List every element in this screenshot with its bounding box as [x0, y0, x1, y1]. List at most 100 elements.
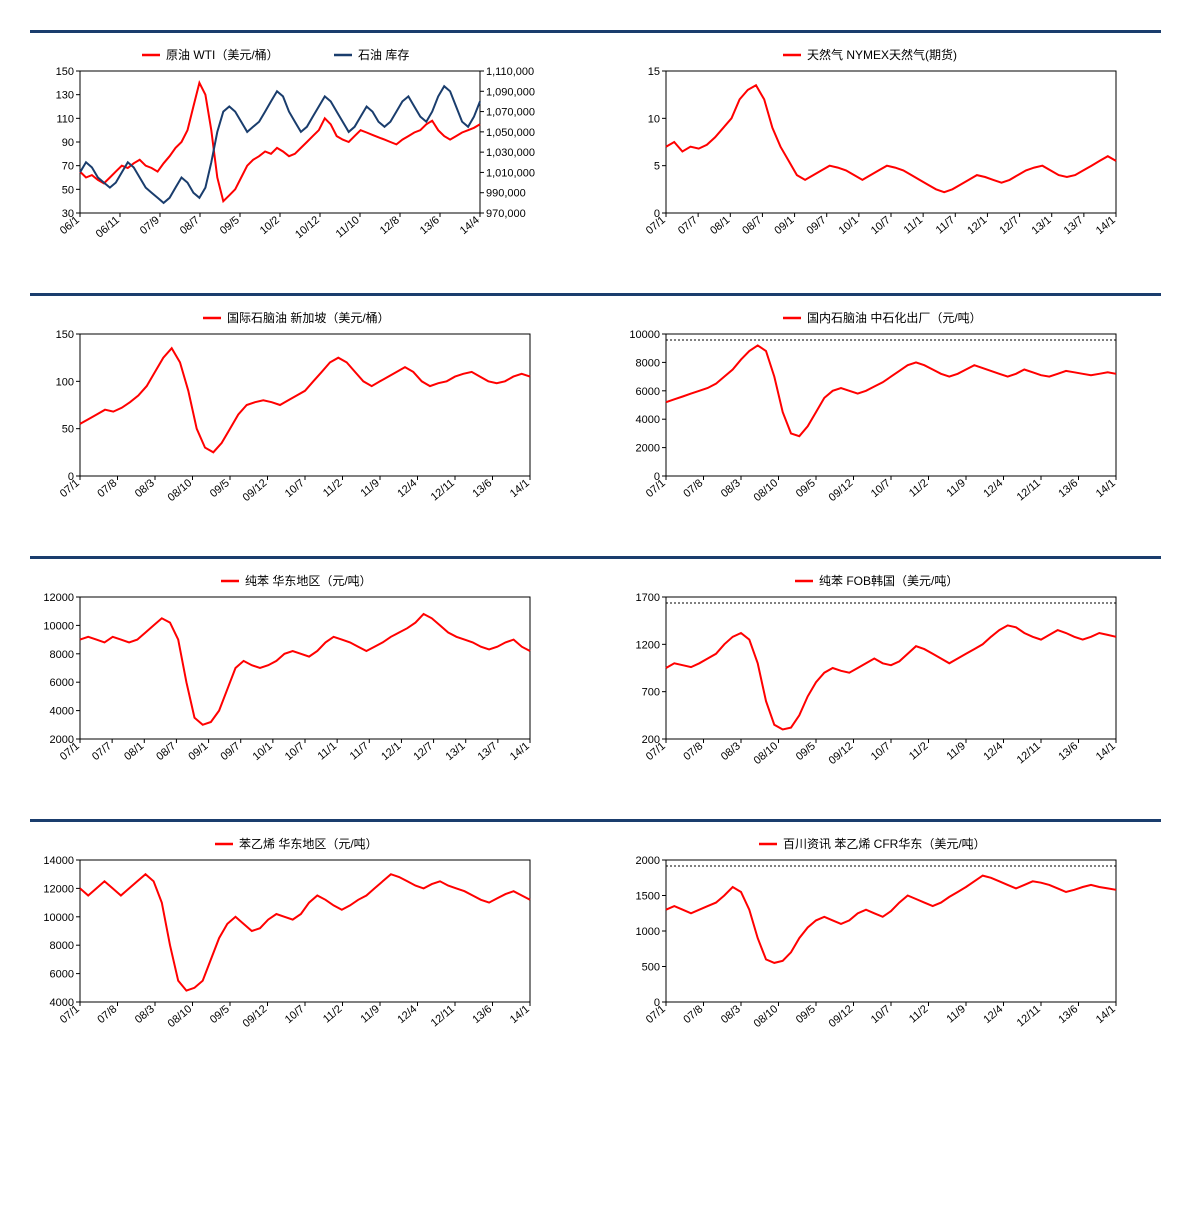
series-line [80, 614, 530, 725]
svg-text:07/7: 07/7 [90, 740, 114, 763]
svg-text:07/1: 07/1 [643, 1003, 667, 1026]
svg-text:90: 90 [62, 137, 74, 149]
svg-text:100: 100 [56, 376, 74, 388]
svg-text:8000: 8000 [50, 940, 74, 952]
svg-text:08/1: 08/1 [122, 740, 146, 763]
svg-text:07/1: 07/1 [643, 214, 667, 237]
chart-c5: 2000400060008000100001200007/107/708/108… [30, 569, 550, 779]
chart-box-c4: 020004000600080001000007/107/808/308/100… [616, 306, 1162, 516]
chart-section: 05010015007/107/808/308/1009/509/1210/71… [30, 293, 1161, 516]
svg-text:150: 150 [56, 329, 74, 341]
svg-text:07/1: 07/1 [58, 477, 82, 500]
chart-c2: 05101507/107/708/108/709/109/710/110/711… [616, 43, 1136, 253]
chart-box-c1: 30507090110130150970,000990,0001,010,000… [30, 43, 576, 253]
svg-text:08/10: 08/10 [166, 1003, 195, 1030]
series-line [80, 348, 530, 452]
chart-section: 30507090110130150970,000990,0001,010,000… [30, 30, 1161, 253]
svg-text:13/6: 13/6 [1056, 740, 1080, 763]
chart-box-c3: 05010015007/107/808/308/1009/509/1210/71… [30, 306, 576, 516]
chart-box-c2: 05101507/107/708/108/709/109/710/110/711… [616, 43, 1162, 253]
svg-text:09/12: 09/12 [241, 1003, 270, 1030]
svg-text:13/7: 13/7 [1061, 214, 1085, 237]
svg-text:14/4: 14/4 [458, 214, 482, 237]
svg-text:990,000: 990,000 [486, 188, 526, 200]
chart-c3: 05010015007/107/808/308/1009/509/1210/71… [30, 306, 550, 516]
legend-label: 国内石脑油 中石化出厂（元/吨） [807, 310, 982, 325]
svg-text:08/10: 08/10 [751, 477, 780, 504]
svg-text:10/1: 10/1 [836, 214, 860, 237]
series-line [666, 876, 1116, 963]
series-line [666, 625, 1116, 729]
svg-text:09/12: 09/12 [826, 477, 855, 504]
legend-label: 天然气 NYMEX天然气(期货) [807, 47, 957, 62]
svg-text:12000: 12000 [43, 883, 74, 895]
svg-text:8000: 8000 [50, 649, 74, 661]
svg-text:1,090,000: 1,090,000 [486, 86, 535, 98]
svg-text:12/4: 12/4 [981, 740, 1005, 763]
svg-text:12/11: 12/11 [1014, 1003, 1042, 1029]
svg-text:12/7: 12/7 [411, 740, 435, 763]
svg-text:2000: 2000 [635, 855, 659, 867]
svg-text:13/7: 13/7 [476, 740, 500, 763]
svg-text:14/1: 14/1 [508, 1003, 532, 1026]
chart-box-c5: 2000400060008000100001200007/107/708/108… [30, 569, 576, 779]
svg-text:11/9: 11/9 [944, 740, 967, 762]
svg-text:12/11: 12/11 [1014, 740, 1042, 766]
svg-text:07/9: 07/9 [138, 214, 162, 237]
svg-text:09/1: 09/1 [772, 214, 796, 237]
svg-text:10/7: 10/7 [868, 1003, 892, 1026]
chart-box-c7: 40006000800010000120001400007/107/808/30… [30, 832, 576, 1042]
svg-text:10000: 10000 [43, 912, 74, 924]
svg-text:1,110,000: 1,110,000 [486, 66, 534, 78]
svg-text:07/7: 07/7 [675, 214, 699, 237]
svg-text:09/5: 09/5 [208, 1003, 232, 1026]
svg-text:14/1: 14/1 [1093, 477, 1117, 500]
svg-text:08/10: 08/10 [751, 1003, 780, 1030]
series-line [80, 874, 530, 990]
chart-c8: 050010001500200007/107/808/308/1009/509/… [616, 832, 1136, 1042]
svg-text:11/2: 11/2 [321, 477, 344, 499]
svg-text:08/3: 08/3 [133, 1003, 157, 1026]
legend-label: 纯苯 华东地区（元/吨） [245, 574, 372, 588]
svg-text:2000: 2000 [635, 443, 659, 455]
svg-text:1,070,000: 1,070,000 [486, 107, 535, 119]
svg-text:09/5: 09/5 [793, 740, 817, 763]
svg-text:10000: 10000 [43, 620, 74, 632]
svg-text:11/10: 11/10 [334, 214, 362, 240]
svg-text:09/5: 09/5 [793, 1003, 817, 1026]
svg-text:970,000: 970,000 [486, 208, 526, 220]
svg-text:09/5: 09/5 [218, 214, 242, 237]
svg-text:1,050,000: 1,050,000 [486, 127, 535, 139]
svg-text:13/1: 13/1 [444, 740, 468, 763]
legend-label: 石油 库存 [358, 47, 409, 62]
svg-text:12/11: 12/11 [429, 1003, 457, 1029]
svg-text:07/8: 07/8 [95, 477, 119, 500]
svg-text:12/4: 12/4 [981, 477, 1005, 500]
svg-text:10/7: 10/7 [283, 477, 307, 500]
svg-text:4000: 4000 [50, 706, 74, 718]
series-line [80, 83, 480, 201]
series-line [666, 345, 1116, 436]
svg-text:11/1: 11/1 [316, 740, 339, 762]
svg-text:11/1: 11/1 [901, 214, 924, 236]
svg-text:12/4: 12/4 [395, 477, 419, 500]
svg-text:6000: 6000 [50, 677, 74, 689]
svg-text:08/3: 08/3 [718, 1003, 742, 1026]
svg-text:50: 50 [62, 424, 74, 436]
svg-text:10/2: 10/2 [258, 214, 282, 237]
svg-text:700: 700 [641, 687, 659, 699]
svg-text:12/4: 12/4 [395, 1003, 419, 1026]
svg-text:4000: 4000 [635, 414, 659, 426]
svg-text:08/7: 08/7 [740, 214, 764, 237]
svg-text:110: 110 [56, 113, 74, 125]
chart-c6: 2007001200170007/107/808/308/1009/509/12… [616, 569, 1136, 779]
series-line [80, 86, 480, 203]
svg-text:1500: 1500 [635, 891, 659, 903]
svg-text:14/1: 14/1 [1093, 1003, 1117, 1026]
svg-text:1200: 1200 [635, 639, 659, 651]
svg-text:1700: 1700 [635, 592, 659, 604]
legend-label: 苯乙烯 华东地区（元/吨） [239, 837, 378, 851]
chart-c7: 40006000800010000120001400007/107/808/30… [30, 832, 550, 1042]
svg-text:10/7: 10/7 [868, 740, 892, 763]
series-line [666, 85, 1116, 192]
